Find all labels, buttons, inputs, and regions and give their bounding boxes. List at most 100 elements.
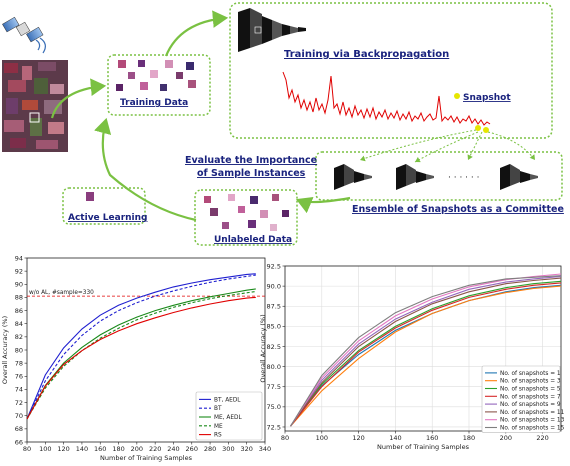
x-tick-label: 340 [259, 445, 271, 453]
x-tick-label: 80 [281, 434, 289, 442]
x-tick-label: 200 [131, 445, 143, 453]
y-tick-label: 90.0 [267, 282, 281, 290]
active-learning-label: Active Learning [68, 213, 147, 223]
chart-right: 80 100 120 140 160 180 200 220 72.5 75.0 77.5 80.0 8… [259, 262, 565, 451]
x-tick-label: 240 [167, 445, 179, 453]
snapshot-marker [475, 125, 481, 131]
training-backprop-label: Training via Backpropagation [284, 49, 449, 60]
flow-arrows [50, 10, 351, 222]
snapshot-marker [483, 127, 489, 133]
x-tick-label: 180 [112, 445, 124, 453]
active-sample-thumbnail [86, 192, 94, 201]
x-tick-label: 220 [536, 434, 548, 442]
legend-entry: ME, AEDL [214, 415, 242, 421]
legend-entry: BT, AEDL [214, 397, 241, 403]
y-tick-label: 72 [15, 399, 23, 407]
evaluate-label-line1: Evaluate the Importance [185, 155, 317, 166]
series-line [26, 290, 256, 420]
snapshot-legend-marker [454, 93, 460, 99]
x-tick-label: 100 [316, 434, 328, 442]
series-line [26, 274, 256, 420]
legend-entry: No. of snapshots = 7 [500, 394, 561, 400]
legend-entry: No. of snapshots = 13 [500, 418, 565, 424]
legend-entry: BT [214, 406, 222, 412]
x-tick-label: 140 [76, 445, 88, 453]
y-tick-label: 86 [15, 307, 23, 315]
plot-frame [284, 265, 562, 432]
legend-entry: No. of snapshots = 3 [500, 379, 561, 385]
x-tick-label: 100 [39, 445, 51, 453]
y-tick-label: 92 [15, 267, 23, 275]
y-tick-label: 74 [15, 386, 23, 394]
loss-curve [282, 71, 491, 126]
y-tick-label: 82.5 [267, 343, 281, 351]
y-tick-label: 70 [15, 412, 23, 420]
ensemble-ellipsis: · · · · · · [448, 173, 479, 183]
y-tick-label: 87.5 [267, 303, 281, 311]
series-line [290, 285, 562, 427]
legend-box [481, 365, 561, 433]
y-tick-label: 75.0 [267, 403, 281, 411]
series-line [26, 288, 256, 420]
y-tick-label: 85.0 [267, 323, 281, 331]
x-tick-label: 160 [94, 445, 106, 453]
series-line [290, 280, 562, 427]
chart-left: 80 100 120 140 160 180 200 220 240 260 280 300 320 34… [1, 254, 271, 462]
series-line [290, 277, 562, 427]
legend-box [195, 391, 263, 441]
x-tick-label: 120 [57, 445, 69, 453]
x-tick-label: 220 [149, 445, 161, 453]
y-tick-label: 90 [15, 281, 23, 289]
legend-entry: RS [214, 433, 222, 439]
y-tick-label: 92.5 [267, 262, 281, 270]
x-tick-label: 80 [23, 445, 31, 453]
legend-entry: No. of snapshots = 15 [500, 426, 565, 432]
y-tick-label: 80.0 [267, 363, 281, 371]
x-axis-label: Number of Training Samples [100, 454, 193, 462]
y-tick-label: 94 [15, 254, 23, 262]
y-tick-label: 84 [15, 320, 23, 328]
ensemble-box [315, 151, 563, 201]
y-tick-label: 68 [15, 425, 23, 433]
x-tick-label: 260 [186, 445, 198, 453]
x-tick-label: 140 [389, 434, 401, 442]
unlabeled-data-thumbnails [204, 194, 289, 231]
evaluate-label-line2: of Sample Instances [197, 168, 306, 179]
ensemble-networks [334, 164, 538, 190]
y-tick-label: 82 [15, 333, 23, 341]
x-tick-label: 180 [463, 434, 475, 442]
legend-entry: No. of snapshots = 1 [500, 371, 561, 377]
unlabeled-data-label: Unlabeled Data [214, 235, 292, 245]
x-tick-label: 280 [204, 445, 216, 453]
training-data-label: Training Data [120, 98, 188, 108]
x-tick-label: 300 [222, 445, 234, 453]
aerial-image-icon [2, 60, 68, 152]
y-tick-label: 66 [15, 438, 23, 446]
x-tick-label: 120 [352, 434, 364, 442]
training-backprop-box [229, 2, 553, 139]
training-data-thumbnails [116, 60, 196, 91]
reference-annotation: w/o AL, #sample=330 [29, 290, 94, 296]
y-axis-label: Overall Accuracy (%) [1, 316, 9, 384]
y-tick-label: 76 [15, 373, 23, 381]
x-tick-label: 160 [426, 434, 438, 442]
ensemble-label: Ensemble of Snapshots as a Committee [352, 204, 564, 215]
legend-entry: No. of snapshots = 5 [500, 387, 561, 393]
legend-entry: No. of snapshots = 9 [500, 402, 561, 408]
satellite-icon [2, 16, 46, 54]
series-line [290, 275, 562, 427]
y-axis-label: Overall Accuracy (%) [259, 314, 267, 382]
y-tick-label: 77.5 [267, 383, 281, 391]
snapshot-label: Snapshot [463, 93, 511, 103]
y-tick-label: 78 [15, 359, 23, 367]
legend-entry: No. of snapshots = 11 [500, 410, 565, 416]
y-tick-label: 80 [15, 346, 23, 354]
snapshot-arrows [359, 129, 536, 163]
cnn-network-icon [238, 8, 306, 52]
series-line [290, 275, 562, 427]
x-tick-label: 200 [500, 434, 512, 442]
y-tick-label: 88 [15, 294, 23, 302]
legend-entry: ME [214, 424, 223, 430]
y-tick-label: 72.5 [267, 423, 281, 431]
